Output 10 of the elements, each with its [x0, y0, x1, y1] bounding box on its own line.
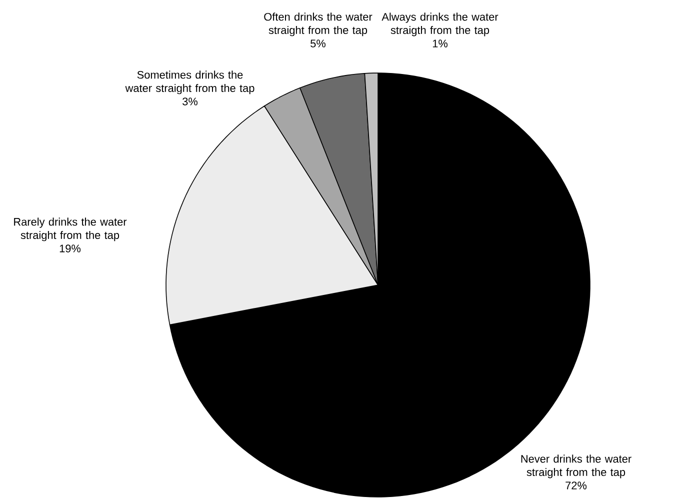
- slice-label: Rarely drinks the water straight from the tap: [14, 218, 127, 242]
- slice-label: Always drinks the water straigth from the tap: [382, 12, 498, 36]
- slice-label: Sometimes drinks the water straight from the tap: [125, 70, 254, 94]
- data-label: 19%: [60, 244, 81, 252]
- slice-label: Never drinks the water straight from the tap: [521, 454, 632, 478]
- data-label: 72%: [566, 482, 587, 490]
- data-label: 3%: [182, 98, 198, 106]
- data-label: 1%: [432, 40, 448, 48]
- slice-label: Often drinks the water straight from the tap: [264, 12, 372, 36]
- data-label: 5%: [310, 40, 326, 48]
